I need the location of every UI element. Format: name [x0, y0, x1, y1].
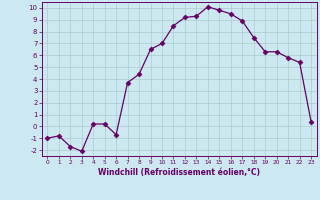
X-axis label: Windchill (Refroidissement éolien,°C): Windchill (Refroidissement éolien,°C) — [98, 168, 260, 177]
